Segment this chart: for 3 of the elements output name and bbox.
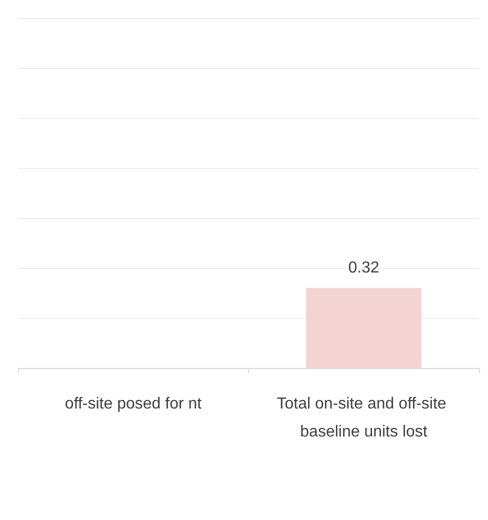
- data-label: 0.32: [348, 260, 380, 276]
- x-tick-label: Total on-site and off-site baseline units lost: [276, 396, 451, 440]
- x-tick-label: off-site posed for nt: [64, 396, 202, 412]
